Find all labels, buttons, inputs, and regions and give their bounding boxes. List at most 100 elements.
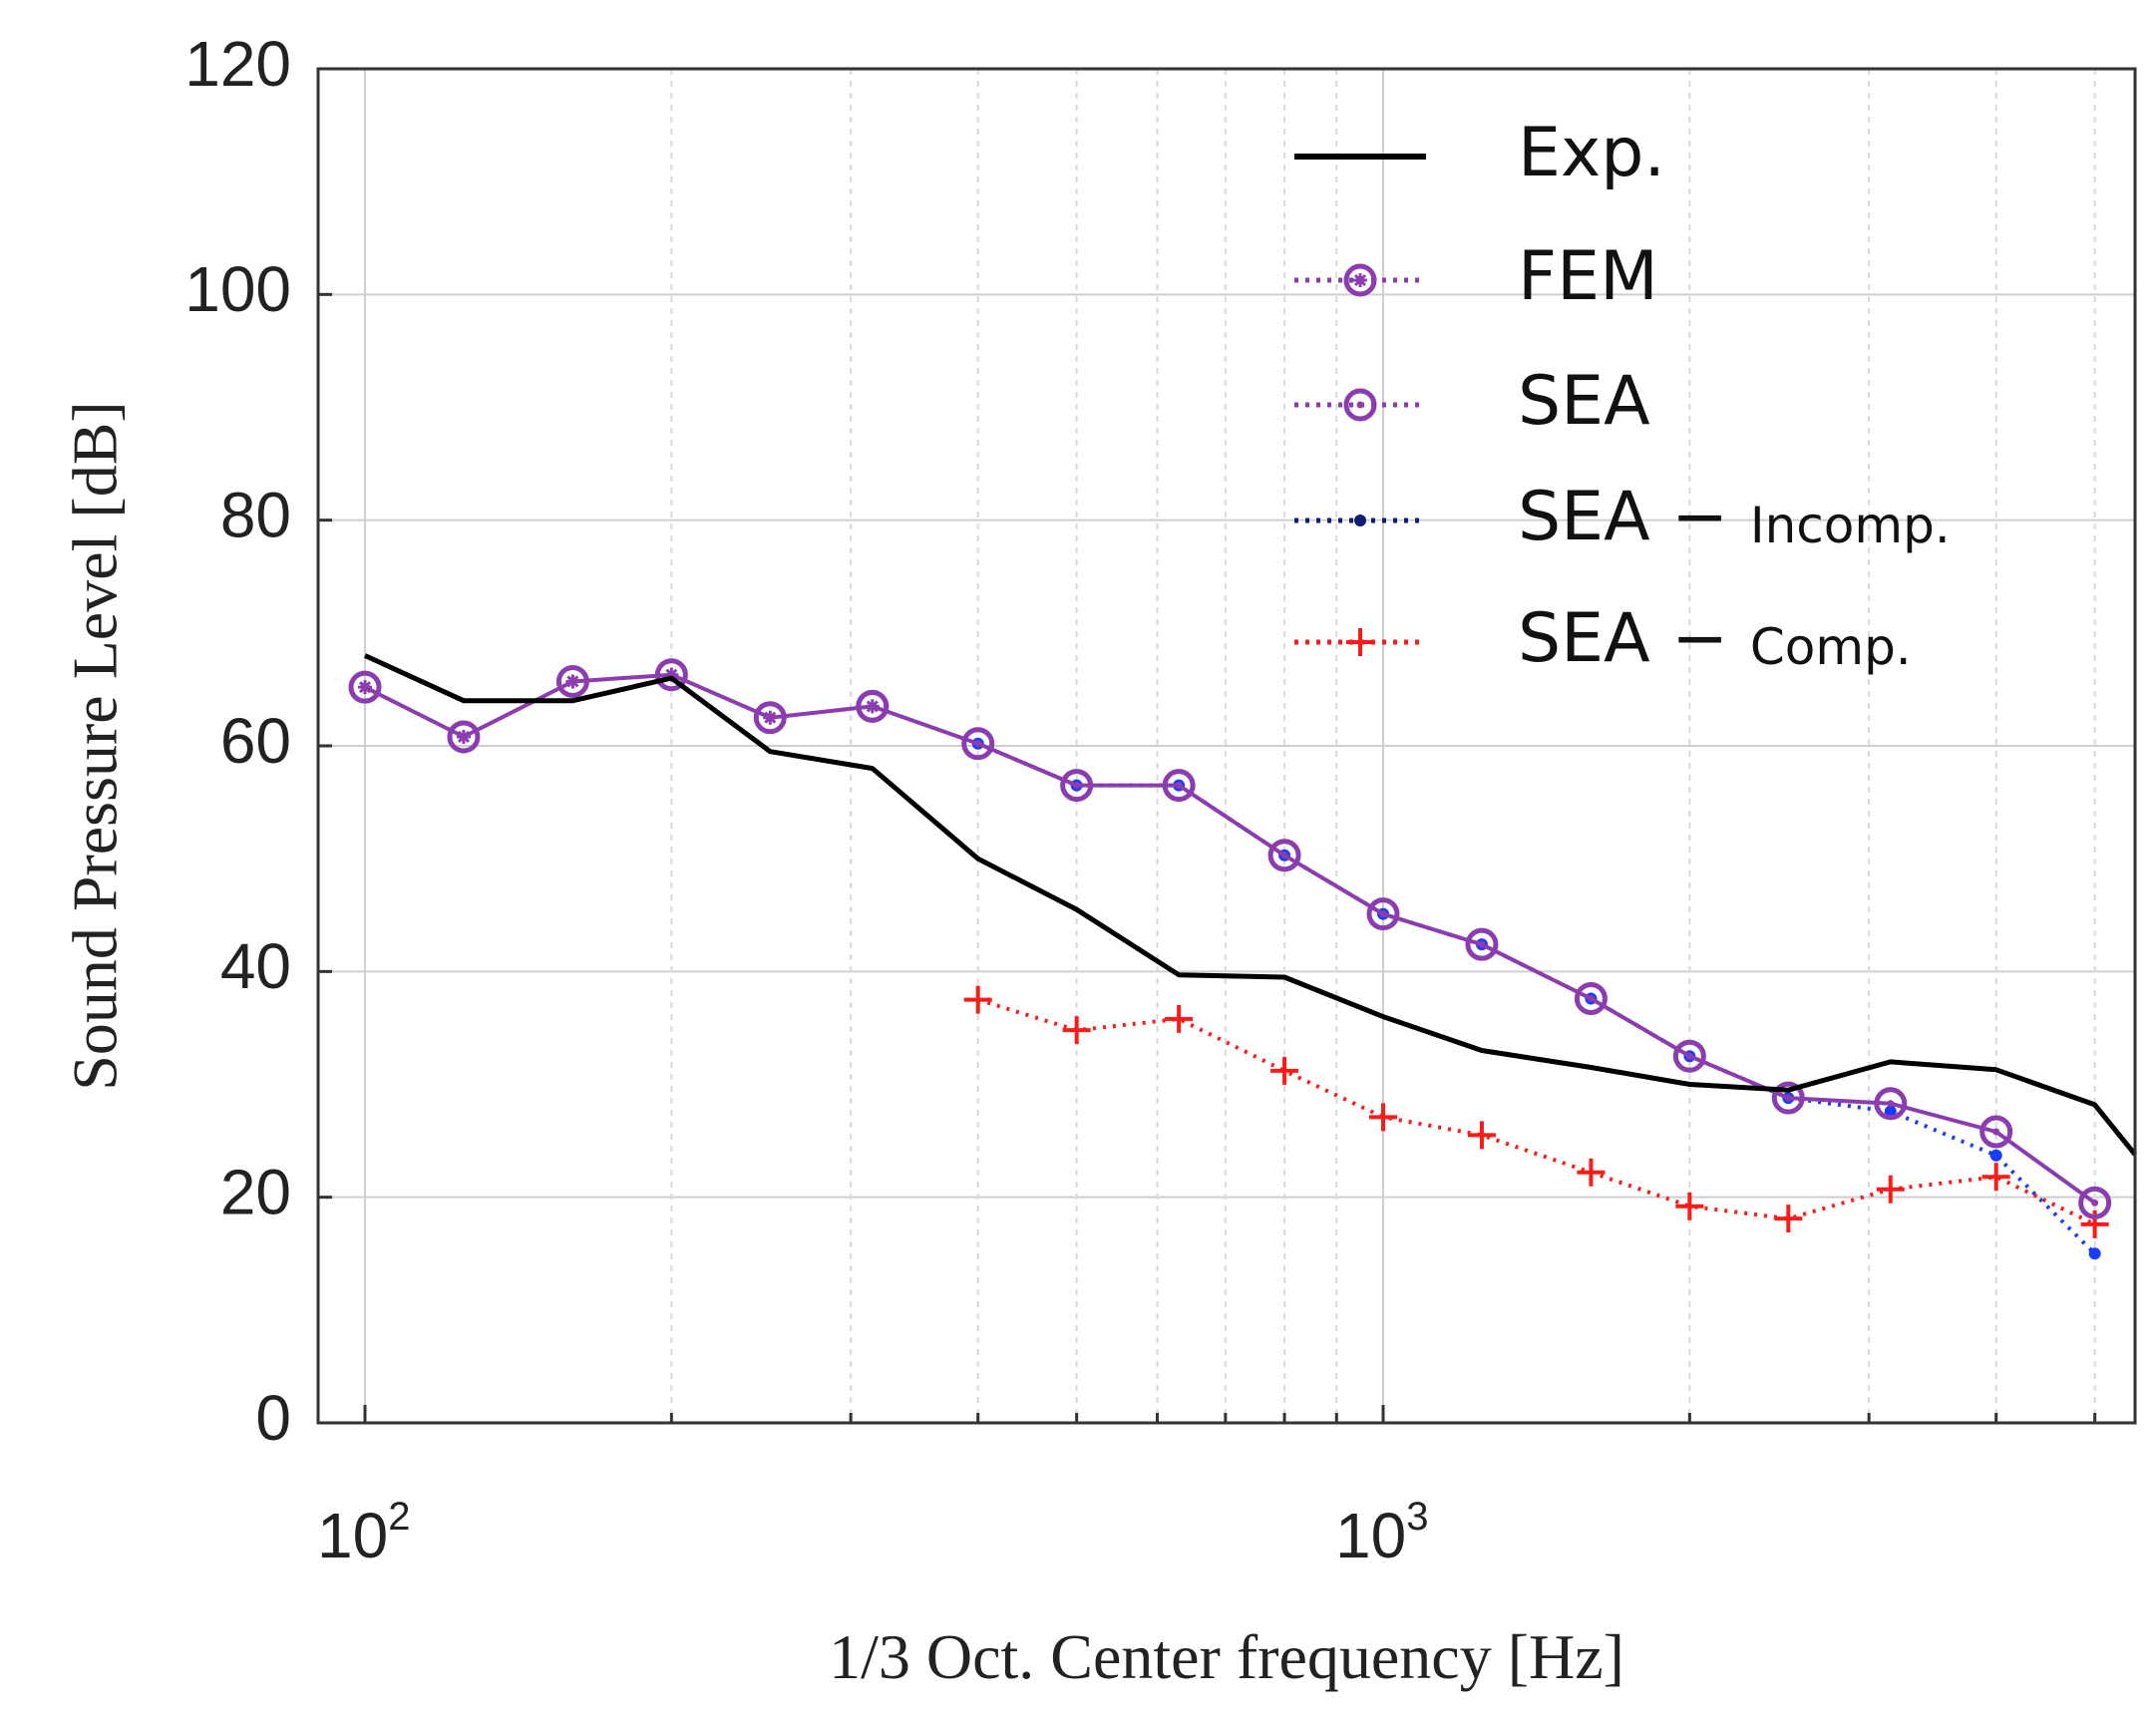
legend-label-main: SEA — [1518, 362, 1650, 441]
legend-marker — [1346, 628, 1374, 656]
legend-marker-inner — [1356, 401, 1364, 409]
y-tick-label: 20 — [220, 1157, 291, 1228]
data-point-inner — [664, 667, 679, 682]
data-point-inner — [974, 740, 982, 748]
y-tick-label: 120 — [184, 28, 291, 100]
series-fem — [348, 658, 890, 754]
legend-label-sub: Incomp. — [1750, 497, 1951, 554]
data-point-inner — [1887, 1100, 1895, 1108]
y-axis-label: Sound Pressure Level [dB] — [60, 401, 131, 1090]
legend-entry: FEM — [1294, 237, 1658, 316]
x-axis-label: 1/3 Oct. Center frequency [Hz] — [829, 1621, 1624, 1692]
data-point — [1060, 769, 1094, 803]
y-tick-label: 60 — [220, 705, 291, 777]
data-point-inner — [1478, 940, 1486, 948]
legend-marker — [1354, 515, 1366, 526]
legend-marker-inner — [1353, 273, 1367, 287]
x-tick-base: 10 — [317, 1500, 388, 1571]
data-point-inner — [358, 680, 372, 695]
data-point-inner — [1587, 994, 1595, 1002]
legend-entry: SEA − Incomp. — [1294, 478, 1951, 556]
y-tick-label: 80 — [220, 480, 291, 551]
data-point — [1465, 927, 1499, 961]
legend-entry: SEA − Comp. — [1294, 599, 1912, 678]
series-exp- — [363, 653, 2137, 1157]
data-point — [963, 985, 992, 1014]
data-point — [555, 664, 589, 698]
data-point — [1162, 769, 1196, 803]
data-point — [1771, 1081, 1805, 1115]
data-point-inner — [1073, 782, 1081, 790]
data-point — [1574, 981, 1608, 1015]
legend-entry: SEA — [1294, 362, 1650, 441]
data-point-inner — [565, 674, 580, 689]
data-point — [1672, 1039, 1706, 1073]
data-point — [654, 658, 688, 692]
legend-marker — [1343, 263, 1377, 297]
legend-label: SEA − Incomp. — [1518, 478, 1951, 556]
data-point — [1675, 1192, 1704, 1220]
legend-marker — [1343, 388, 1377, 422]
legend-label-main: SEA − — [1518, 478, 1750, 556]
data-point — [1165, 1004, 1194, 1033]
y-tick-label: 0 — [255, 1382, 291, 1454]
data-point — [2088, 1247, 2101, 1260]
data-point — [1467, 1121, 1496, 1150]
data-point-inner — [1992, 1128, 2000, 1136]
data-point — [1366, 897, 1400, 931]
data-point-inner — [1685, 1052, 1693, 1060]
data-point — [1876, 1175, 1905, 1204]
data-point — [753, 701, 787, 735]
data-point — [1270, 1056, 1299, 1085]
data-point-inner — [1280, 852, 1288, 860]
x-tick-base: 10 — [1335, 1500, 1406, 1571]
x-tick-exponent: 3 — [1406, 1495, 1428, 1539]
series-line — [976, 741, 2097, 1255]
series-sea-comp- — [963, 985, 2109, 1238]
series-layer — [348, 653, 2137, 1260]
data-point — [447, 720, 481, 754]
legend-label-sub: Comp. — [1750, 618, 1912, 676]
x-tick-label: 102 — [317, 1495, 410, 1571]
data-point — [1267, 839, 1301, 872]
data-point — [1874, 1087, 1908, 1121]
data-point — [1062, 1016, 1091, 1045]
data-point — [1981, 1163, 2010, 1192]
data-point — [1369, 1103, 1397, 1132]
legend-label-main: Exp. — [1518, 114, 1665, 192]
series-line — [977, 997, 2096, 1226]
legend-label-main: FEM — [1518, 237, 1658, 316]
data-point — [1979, 1115, 2013, 1149]
data-point-inner — [1379, 910, 1387, 918]
data-point — [961, 727, 995, 761]
data-point-inner — [1784, 1094, 1792, 1102]
y-tick-label: 100 — [184, 253, 291, 325]
y-tick-label: 40 — [220, 930, 291, 1002]
grid — [318, 69, 2135, 1423]
data-point-inner — [456, 729, 471, 744]
x-tick-label: 103 — [1335, 1495, 1428, 1571]
legend-entry: Exp. — [1294, 114, 1665, 192]
x-tick-exponent: 2 — [388, 1495, 410, 1539]
series-line — [363, 653, 2137, 1157]
data-point — [1989, 1149, 2002, 1162]
legend-label: Exp. — [1518, 114, 1665, 192]
data-point — [856, 689, 890, 723]
series-line — [364, 672, 874, 739]
data-point-inner — [865, 699, 880, 714]
data-point-inner — [1175, 782, 1183, 790]
data-point — [1577, 1158, 1606, 1187]
legend-label: FEM — [1518, 237, 1658, 316]
series-sea-incomp- — [971, 737, 2101, 1260]
legend-label: SEA — [1518, 362, 1650, 441]
legend-label-main: SEA − — [1518, 599, 1750, 678]
data-point — [2078, 1186, 2112, 1219]
data-point — [1774, 1205, 1803, 1233]
data-point — [1884, 1105, 1897, 1118]
data-point-inner — [2091, 1199, 2099, 1207]
data-point-inner — [763, 710, 778, 725]
data-point — [348, 670, 382, 704]
